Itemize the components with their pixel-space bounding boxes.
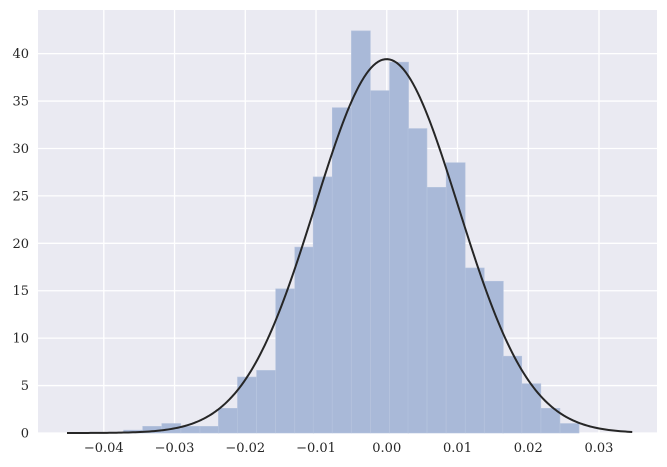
histogram-bar-6 [180,426,201,434]
y-tick-label: 30 [12,142,29,157]
x-tick-label: −0.03 [155,441,195,456]
y-tick-label: 10 [12,332,29,347]
x-tick-label: 0.01 [443,441,472,456]
histogram-bar-12 [294,246,315,434]
histogram-bar-24 [521,383,542,434]
histogram-bar-22 [484,280,504,434]
histogram-bar-15 [351,30,371,434]
histogram-bar-8 [218,408,238,434]
y-tick-label: 5 [21,379,29,394]
x-tick-label: 0.03 [585,441,614,456]
y-tick-label: 20 [12,237,29,252]
y-tick-label: 15 [12,284,29,299]
histogram-bar-26 [559,423,580,434]
y-tick-label: 0 [21,427,29,442]
y-tick-label: 35 [12,95,29,110]
histogram-bar-16 [370,90,390,434]
histogram-bar-21 [464,267,485,434]
histogram-bar-13 [312,176,333,434]
normal-fit-curve [67,58,633,434]
histogram-bar-25 [540,408,561,434]
histogram-bar-17 [389,61,409,434]
fit-curve-group [67,58,633,434]
histogram-bar-11 [275,288,295,434]
x-tick-label: 0.00 [372,441,401,456]
y-tick-label: 40 [12,47,29,62]
x-tick-label: −0.02 [225,441,265,456]
x-tick-label: −0.04 [84,441,124,456]
x-axis-ticks: −0.04 −0.03 −0.02 −0.01 0.00 0.01 0.02 0.03 [84,441,614,456]
x-tick-label: −0.01 [296,441,336,456]
histogram-bar-19 [426,187,447,434]
histogram-bar-23 [502,355,523,434]
histogram-bar-18 [407,128,428,434]
y-tick-label: 25 [12,189,29,204]
y-axis-ticks: 0 5 10 15 20 25 30 35 40 [12,47,29,441]
histogram-bar-14 [331,107,352,434]
histogram-bar-7 [199,426,220,434]
histogram-bar-10 [256,370,276,434]
histogram-bars [123,30,580,434]
x-tick-label: 0.02 [514,441,543,456]
histogram-bar-20 [445,162,466,434]
